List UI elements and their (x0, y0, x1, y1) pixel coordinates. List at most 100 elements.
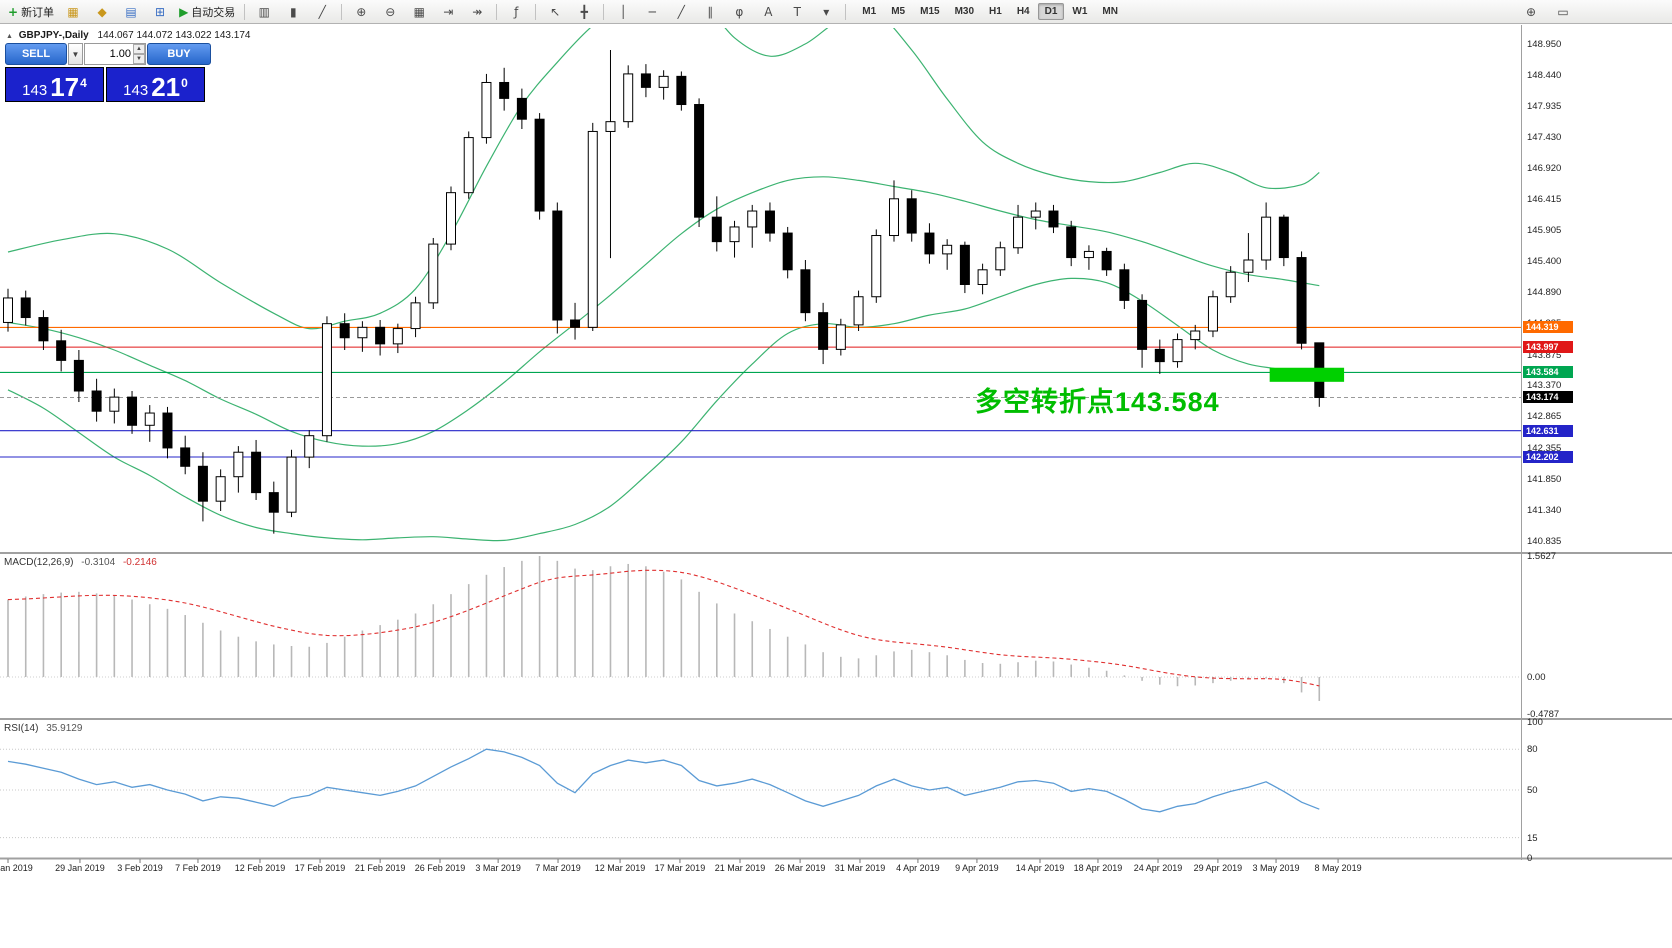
candle-bullish (215, 476, 226, 502)
zoom-out-icon: ⊖ (385, 4, 396, 19)
order-type-dropdown[interactable]: ▼ (68, 43, 83, 65)
rsi-axis-label: 80 (1527, 744, 1538, 756)
buy-button[interactable]: BUY (147, 43, 211, 65)
chart-shift-button[interactable]: ⇥ (434, 1, 462, 23)
tile-windows-button[interactable]: ▦ (405, 1, 433, 23)
candle-bearish (38, 317, 49, 342)
charts-button[interactable]: ▦ (59, 1, 87, 23)
timeframe-button-MN[interactable]: MN (1102, 6, 1118, 17)
timeframe-button-M15[interactable]: M15 (920, 6, 940, 17)
price-badge-142.631: 142.631 (1523, 424, 1573, 437)
toolbar: + 新订单 ▦ ◆ ▤ ⊞ ▶ 自动交易 ▥ ▮ ╱ ⊕ ⊖ ▦ ⇥ ↠ ƒ ↖… (0, 0, 1672, 24)
macd-label: MACD(12,26,9) (4, 557, 74, 568)
candle-bullish (853, 296, 864, 326)
candle-bullish (835, 324, 846, 350)
timeframe-button-M30[interactable]: M30 (954, 6, 975, 17)
price-axis-label: 148.950 (1527, 38, 1562, 50)
rsi-line (7, 748, 1320, 813)
price-axis-label: 141.340 (1527, 504, 1562, 516)
volume-input[interactable] (85, 48, 133, 60)
navigator-button[interactable]: ⊞ (146, 1, 174, 23)
trendline-button[interactable]: ╱ (667, 1, 695, 23)
macd-axis-label: -0.4787 (1527, 709, 1560, 720)
text-label-button[interactable]: T (783, 1, 811, 23)
auto-scroll-icon: ↠ (472, 4, 483, 19)
chat-button[interactable]: ▭ (1549, 1, 1577, 23)
candle-bullish (1207, 296, 1218, 332)
profiles-button[interactable]: ◆ (88, 1, 116, 23)
price-axis-label: 142.865 (1527, 411, 1562, 423)
market-watch-button[interactable]: ▤ (117, 1, 145, 23)
timeframe-toolbar: M1 M5 M15 M30 H1 H4 D1 W1 MN (855, 3, 1125, 20)
fibonacci-button[interactable]: φ (725, 1, 753, 23)
date-axis-label: 17 Mar 2019 (654, 863, 706, 873)
candle-bullish (463, 137, 474, 194)
highlight-rectangle[interactable] (1269, 367, 1345, 382)
zoom-in-button[interactable]: ⊕ (347, 1, 375, 23)
chart-text-annotation[interactable]: 多空转折点143.584 (975, 387, 1220, 417)
candle-bullish (729, 226, 740, 243)
navigator-icon: ⊞ (155, 4, 166, 19)
price-axis-label: 145.400 (1527, 256, 1562, 268)
candle-bullish (747, 210, 758, 228)
candle-bearish (570, 319, 581, 328)
volume-down-button[interactable]: ▼ (133, 54, 145, 64)
date-axis-label: 26 Feb 2019 (414, 863, 466, 873)
price-axis-label: 147.935 (1527, 101, 1562, 113)
buy-price-button[interactable]: 143 21 0 (106, 67, 205, 102)
arrows-button[interactable]: ▾ (812, 1, 840, 23)
sell-button[interactable]: SELL (5, 43, 67, 65)
candle-bearish (91, 390, 102, 412)
bar-chart-button[interactable]: ▥ (250, 1, 278, 23)
rsi-value: 35.9129 (46, 723, 83, 734)
sell-price-button[interactable]: 143 17 4 (5, 67, 104, 102)
text-button[interactable]: A (754, 1, 782, 23)
autotrade-icon: ▶ (179, 4, 189, 19)
text-icon: A (764, 4, 773, 19)
autotrade-button[interactable]: ▶ 自动交易 (175, 2, 239, 22)
timeframe-button-D1[interactable]: D1 (1037, 3, 1065, 20)
vertical-line-button[interactable]: │ (609, 1, 637, 23)
profiles-icon: ◆ (97, 4, 107, 19)
date-axis-label: 8 May 2019 (1314, 863, 1362, 873)
candle-bearish (534, 118, 545, 212)
auto-scroll-button[interactable]: ↠ (463, 1, 491, 23)
macd-axis-label: 0.00 (1527, 671, 1546, 683)
candle-bearish (764, 210, 775, 234)
candlestick-button[interactable]: ▮ (279, 1, 307, 23)
zoom-out-button[interactable]: ⊖ (376, 1, 404, 23)
horizontal-line-button[interactable]: ─ (638, 1, 666, 23)
sell-price-base: 143 (22, 82, 48, 99)
timeframe-button-H4[interactable]: H4 (1016, 6, 1030, 17)
timeframe-button-W1[interactable]: W1 (1072, 6, 1088, 17)
price-axis-label: 143.370 (1527, 380, 1562, 392)
candle-bearish (1154, 348, 1165, 363)
search-button[interactable]: ⊕ (1517, 1, 1545, 23)
cursor-button[interactable]: ↖ (541, 1, 569, 23)
candle-bullish (1190, 330, 1201, 341)
candle-bearish (676, 75, 687, 106)
toolbar-right-group: ⊕ ▭ (1517, 1, 1577, 23)
crosshair-button[interactable]: ╋ (570, 1, 598, 23)
equidistant-channel-button[interactable]: ∥ (696, 1, 724, 23)
candle-bearish (1048, 210, 1059, 228)
volume-up-button[interactable]: ▲ (133, 44, 145, 54)
indicators-button[interactable]: ƒ (502, 1, 530, 23)
timeframe-button-M1[interactable]: M1 (862, 6, 877, 17)
rsi-axis-label: 50 (1527, 785, 1538, 796)
line-chart-button[interactable]: ╱ (308, 1, 336, 23)
candle-bullish (889, 198, 899, 237)
timeframe-button-M5[interactable]: M5 (891, 6, 906, 17)
expander-icon[interactable]: ▲ (6, 33, 13, 40)
date-axis-label: 3 May 2019 (1252, 863, 1300, 873)
candlestick-icon: ▮ (289, 4, 297, 19)
candle-bearish (268, 492, 279, 513)
date-axis-label: 31 Mar 2019 (834, 863, 886, 873)
candle-bearish (499, 81, 510, 99)
date-axis-label: 24 Apr 2019 (1133, 863, 1183, 873)
timeframe-button-H1[interactable]: H1 (989, 6, 1002, 17)
candle-bullish (1225, 271, 1236, 298)
new-order-button[interactable]: + 新订单 (4, 2, 58, 22)
candle-bearish (56, 340, 67, 361)
